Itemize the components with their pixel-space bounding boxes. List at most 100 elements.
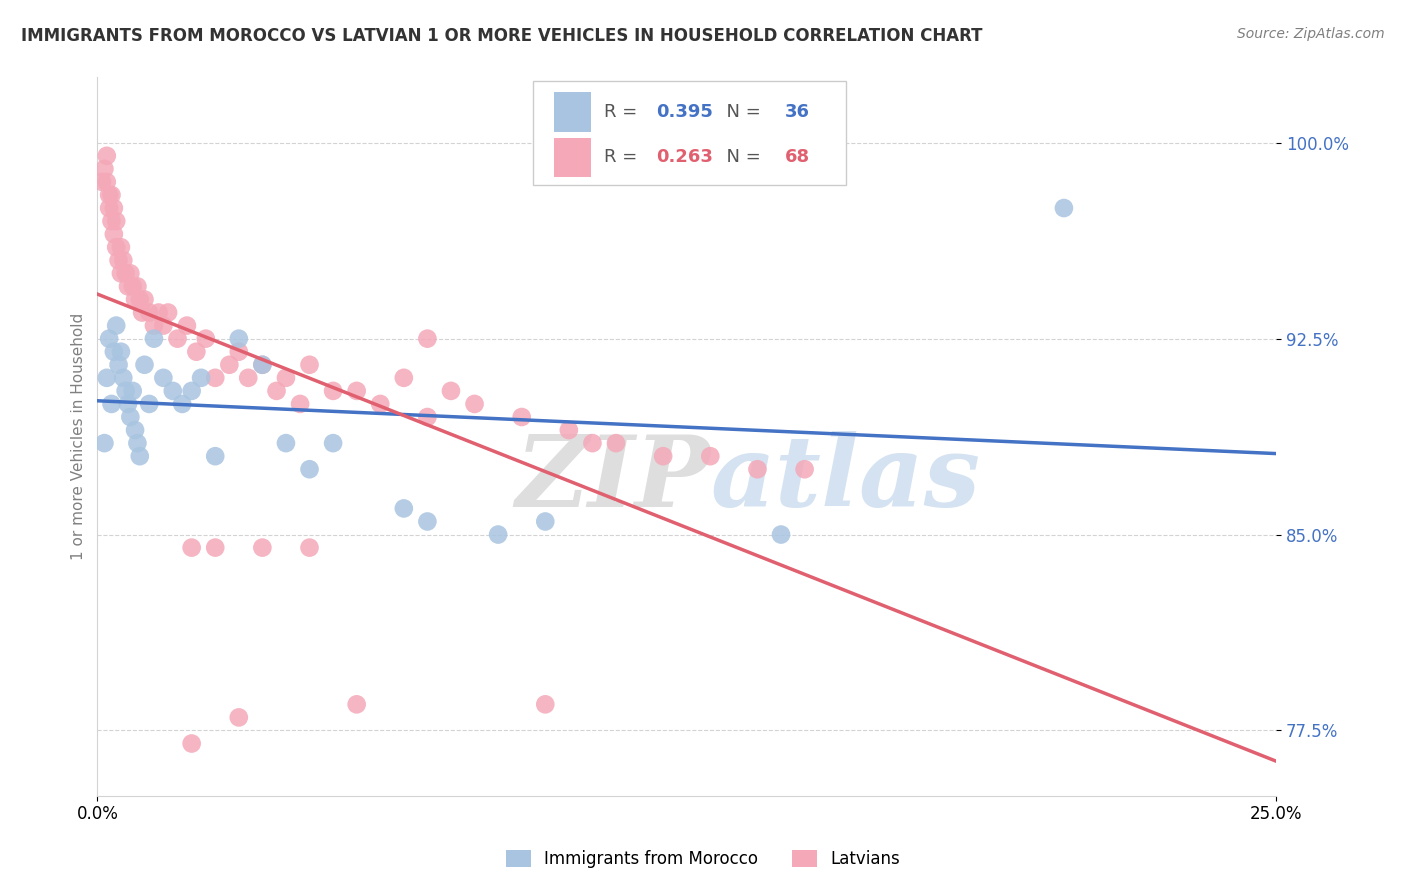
Point (107, 253, 129, 268)
Point (117, 397, 139, 411)
Point (486, 527, 509, 541)
Point (322, 384, 344, 398)
Point (288, 397, 311, 411)
Text: 36: 36 (785, 103, 810, 120)
Point (194, 332, 217, 346)
Point (128, 293, 150, 307)
Point (134, 293, 156, 307)
Text: Source: ZipAtlas.com: Source: ZipAtlas.com (1237, 27, 1385, 41)
Point (252, 358, 274, 372)
Point (93, 436, 115, 450)
Point (96, 149, 118, 163)
Point (186, 344, 208, 359)
Point (440, 384, 463, 398)
Point (142, 318, 165, 333)
Point (152, 318, 174, 333)
Point (652, 449, 675, 463)
Point (112, 253, 135, 268)
Point (1053, 201, 1076, 215)
Text: N =: N = (716, 148, 766, 166)
Text: 0.263: 0.263 (657, 148, 713, 166)
Point (180, 384, 202, 398)
Point (128, 449, 150, 463)
Point (252, 541, 274, 555)
Point (176, 318, 198, 333)
Point (114, 266, 136, 280)
Point (534, 515, 557, 529)
Text: 0.395: 0.395 (657, 103, 713, 120)
Point (114, 384, 136, 398)
Point (699, 449, 721, 463)
Point (464, 397, 486, 411)
Y-axis label: 1 or more Vehicles in Household: 1 or more Vehicles in Household (72, 313, 86, 560)
Point (162, 384, 184, 398)
Point (105, 240, 128, 254)
Point (180, 541, 202, 555)
Point (152, 371, 174, 385)
Point (252, 358, 274, 372)
Point (581, 436, 603, 450)
Point (138, 305, 160, 319)
Point (392, 371, 415, 385)
Point (346, 384, 368, 398)
Point (121, 279, 143, 293)
Point (769, 527, 792, 541)
Point (416, 515, 439, 529)
Text: IMMIGRANTS FROM MOROCCO VS LATVIAN 1 OR MORE VEHICLES IN HOUSEHOLD CORRELATION C: IMMIGRANTS FROM MOROCCO VS LATVIAN 1 OR … (21, 27, 983, 45)
Point (110, 344, 132, 359)
Text: atlas: atlas (710, 432, 980, 528)
Legend: Immigrants from Morocco, Latvians: Immigrants from Morocco, Latvians (499, 843, 907, 875)
Point (105, 318, 128, 333)
Point (510, 409, 533, 424)
Point (298, 358, 321, 372)
Point (190, 371, 212, 385)
Point (416, 332, 439, 346)
Point (134, 358, 156, 372)
Text: N =: N = (716, 103, 766, 120)
Point (142, 332, 165, 346)
Point (98, 332, 121, 346)
Point (228, 332, 250, 346)
Point (98, 188, 121, 202)
Point (112, 371, 135, 385)
Point (392, 501, 415, 516)
Point (416, 409, 439, 424)
Point (120, 409, 142, 424)
Point (204, 541, 226, 555)
Point (346, 698, 368, 712)
Point (166, 332, 188, 346)
Point (124, 423, 146, 437)
Point (127, 436, 149, 450)
Text: 68: 68 (785, 148, 810, 166)
Point (218, 358, 240, 372)
Point (103, 227, 125, 242)
Text: R =: R = (605, 103, 643, 120)
Point (238, 371, 260, 385)
Point (747, 462, 769, 476)
Point (266, 384, 288, 398)
Bar (554, 92, 592, 131)
Point (228, 710, 250, 724)
Point (274, 436, 297, 450)
Point (228, 344, 250, 359)
Point (120, 266, 142, 280)
Point (138, 397, 160, 411)
Point (534, 698, 557, 712)
Point (98, 201, 121, 215)
Point (110, 240, 132, 254)
Point (100, 188, 122, 202)
Point (105, 214, 128, 228)
Point (131, 305, 153, 319)
Point (91, 175, 114, 189)
Point (121, 384, 143, 398)
FancyBboxPatch shape (533, 81, 846, 186)
Point (103, 344, 125, 359)
Point (110, 266, 132, 280)
Point (605, 436, 627, 450)
Point (96, 175, 118, 189)
Point (107, 358, 129, 372)
Point (558, 423, 581, 437)
Point (793, 462, 815, 476)
Point (103, 201, 125, 215)
Point (298, 541, 321, 555)
